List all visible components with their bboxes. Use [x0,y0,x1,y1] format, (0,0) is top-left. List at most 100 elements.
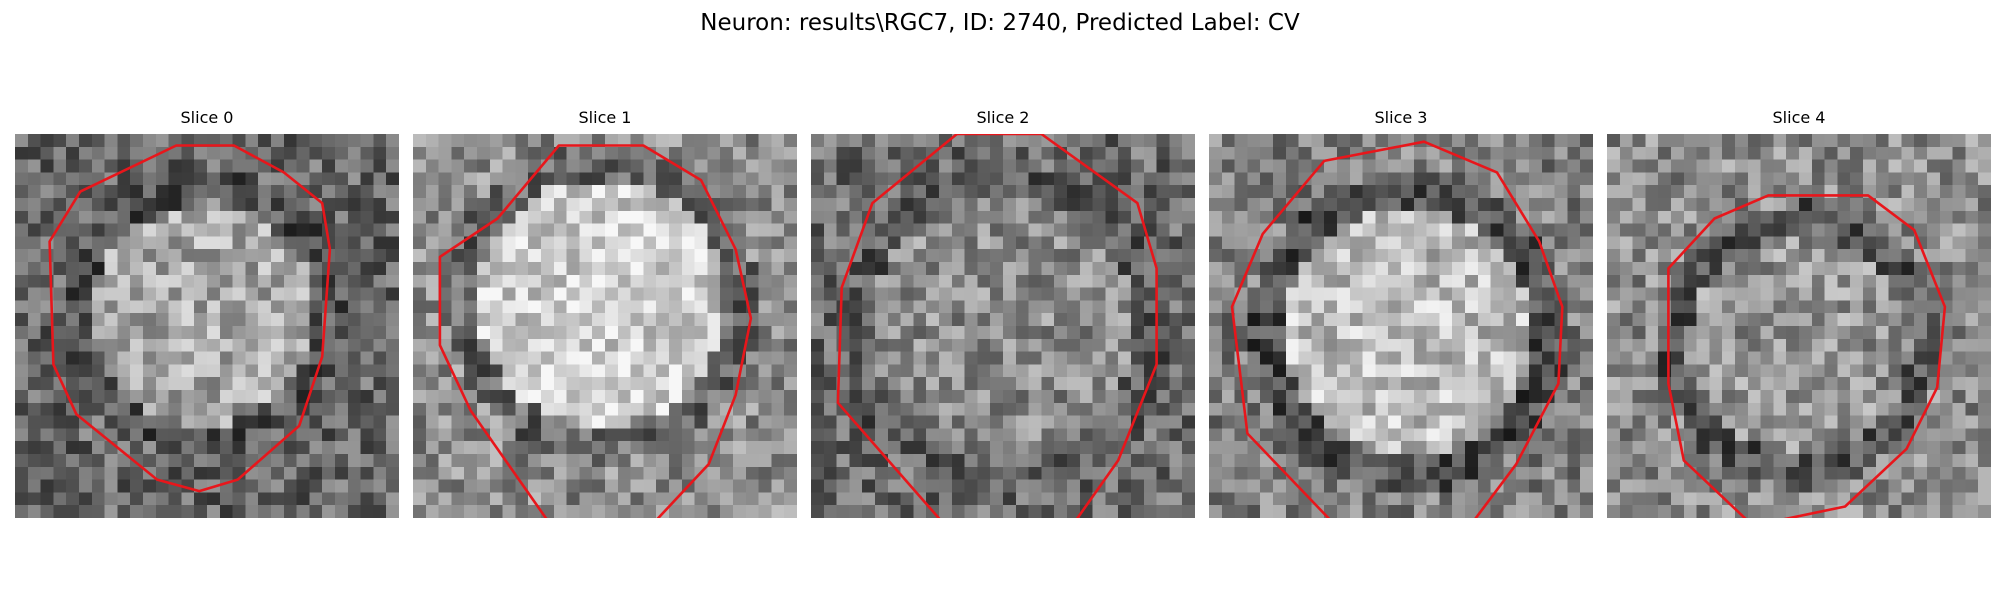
pixel-cell [258,172,272,186]
pixel-cell [1285,223,1300,237]
pixel-cell [91,479,106,493]
pixel-cell [887,415,902,429]
pixel-cell [1477,262,1492,276]
pixel-cell [1503,479,1517,493]
pixel-cell [1671,210,1685,225]
pixel-cell [1709,326,1723,340]
pixel-cell [990,287,1004,301]
pixel-cell [15,377,29,391]
pixel-cell [887,313,902,327]
pixel-cell [926,326,940,340]
pixel-cell [1927,415,1941,429]
pixel-cell [1260,479,1274,493]
pixel-cell [617,351,632,365]
pixel-cell [1028,415,1042,429]
pixel-cell [194,262,208,276]
pixel-cell [849,300,863,314]
pixel-cell [1709,428,1723,442]
pixel-cell [1850,236,1864,250]
pixel-cell [207,198,221,212]
pixel-cell [875,441,889,455]
pixel-cell [1554,351,1568,365]
pixel-cell [245,466,259,481]
pixel-cell [438,390,452,404]
pixel-cell [245,441,259,455]
pixel-cell [386,313,399,327]
pixel-cell [1260,313,1274,327]
pixel-cell [1337,236,1351,250]
pixel-cell [617,402,632,417]
pixel-cell [1067,338,1081,353]
pixel-cell [1234,300,1248,314]
pixel-cell [771,428,785,442]
pixel-cell [1362,185,1376,199]
pixel-cell [104,313,118,327]
pixel-cell [283,287,298,301]
pixel-cell [1426,313,1440,327]
pixel-cell [1875,287,1890,301]
pixel-cell [283,505,298,518]
pixel-cell [1760,300,1774,314]
pixel-cell [1607,198,1621,212]
pixel-cell [1939,159,1954,173]
pixel-cell [1619,364,1634,378]
pixel-cell [733,454,747,468]
pixel-cell [707,300,721,314]
pixel-cell [1709,505,1723,518]
pixel-cell [425,402,440,417]
pixel-cell [66,223,80,237]
pixel-cell [900,415,914,429]
pixel-cell [849,172,863,186]
pixel-cell [1413,415,1428,429]
pixel-cell [1735,390,1749,404]
pixel-cell [1824,402,1838,417]
pixel-cell [451,185,465,199]
pixel-cell [413,249,427,263]
pixel-cell [451,223,465,237]
pixel-cell [1324,198,1338,212]
pixel-cell [964,492,978,506]
pixel-cell [745,172,760,186]
pixel-cell [194,249,208,263]
pixel-cell [1234,390,1248,404]
pixel-cell [271,466,285,481]
pixel-cell [1452,274,1466,289]
pixel-cell [1516,415,1530,429]
pixel-cell [283,249,298,263]
pixel-cell [130,326,144,340]
pixel-cell [707,479,721,493]
pixel-cell [1477,364,1492,378]
pixel-cell [1182,210,1195,225]
pixel-cell [1041,274,1055,289]
pixel-cell [592,262,606,276]
pixel-cell [232,185,246,199]
pixel-cell [1760,428,1774,442]
pixel-cell [707,134,721,148]
pixel-cell [1503,441,1517,455]
pixel-cell [811,364,825,378]
pixel-cell [1054,338,1068,353]
pixel-cell [1619,326,1634,340]
pixel-cell [1683,146,1698,161]
pixel-cell [656,441,670,455]
pixel-cell [1978,274,1991,289]
pixel-cell [1760,351,1774,365]
pixel-cell [1324,338,1338,353]
pixel-cell [605,249,619,263]
pixel-cell [1388,249,1402,263]
pixel-cell [283,402,298,417]
pixel-cell [1709,313,1723,327]
pixel-cell [1349,454,1364,468]
pixel-cell [990,313,1004,327]
pixel-cell [27,377,42,391]
pixel-cell [1786,377,1800,391]
pixel-cell [875,390,889,404]
pixel-cell [1247,300,1261,314]
pixel-cell [926,454,940,468]
pixel-cell [245,338,259,353]
pixel-cell [1169,185,1183,199]
pixel-cell [155,454,170,468]
pixel-cell [245,236,259,250]
pixel-cell [605,454,619,468]
pixel-cell [451,159,465,173]
